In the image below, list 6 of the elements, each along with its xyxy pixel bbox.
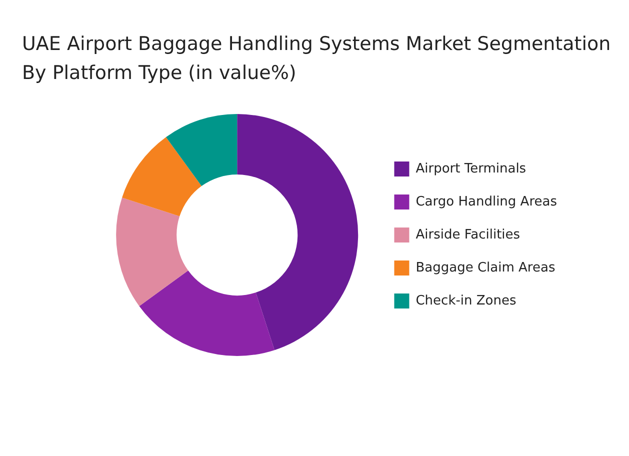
legend-label: Cargo Handling Areas [416, 194, 558, 210]
legend-label: Airside Facilities [416, 227, 520, 242]
chart-title: UAE Airport Baggage Handling Systems Market Segmentation By Platform Type (in value%) [21, 32, 612, 86]
legend-label: Check-in Zones [416, 293, 516, 308]
legend-label: Airport Terminals [416, 161, 526, 176]
legend-label: Baggage Claim Areas [416, 260, 556, 276]
